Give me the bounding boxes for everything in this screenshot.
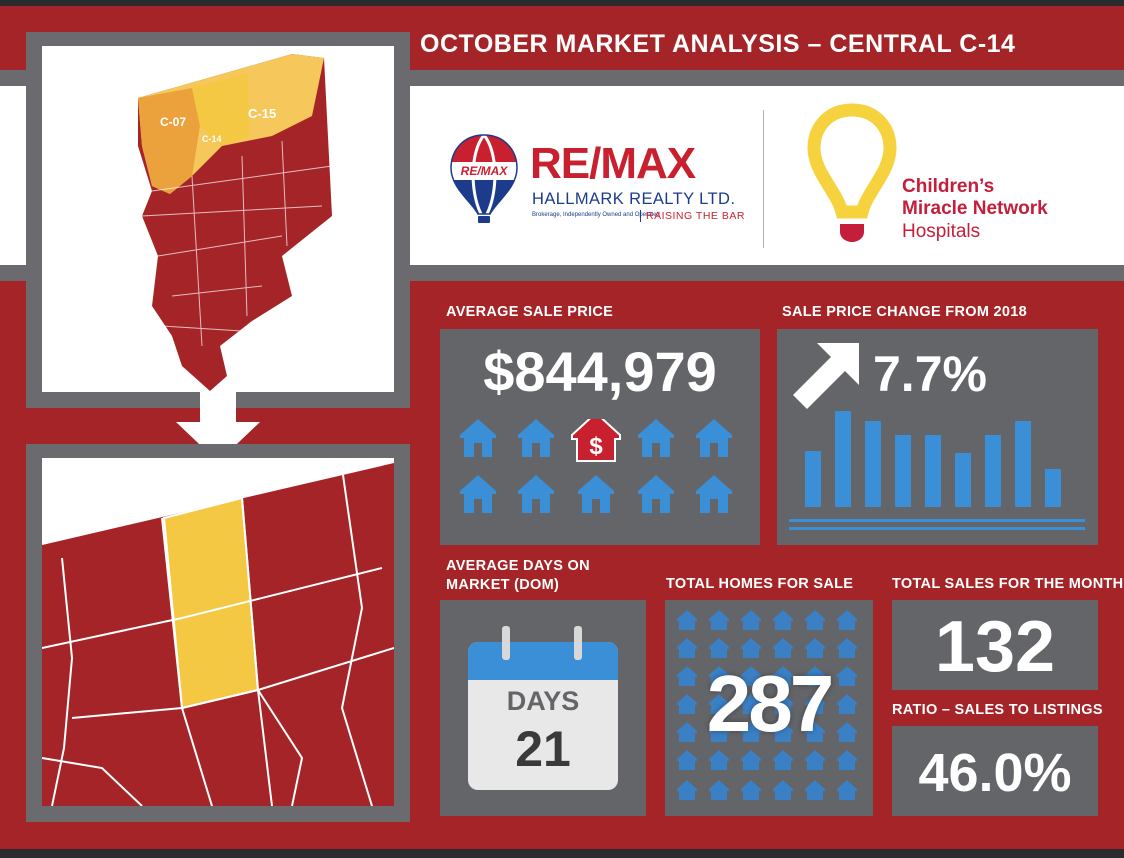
dollar-house-icon: $ — [571, 419, 621, 462]
house-icon — [638, 419, 674, 457]
svg-text:$: $ — [589, 433, 603, 460]
avg-sale-price-value: $844,979 — [483, 340, 717, 403]
district-map: C-07 C-14 C-15 — [42, 46, 394, 392]
map-label-c14: C-14 — [202, 134, 222, 144]
homes-for-sale-value: 287 — [706, 659, 834, 748]
remax-fine-print: Brokerage, Independently Owned and Opera… — [532, 212, 660, 218]
remax-balloon-logo: RE/MAX — [450, 134, 518, 223]
ratio-value: 46.0% — [918, 743, 1072, 803]
dom-label-line1: AVERAGE DAYS ON — [446, 558, 590, 574]
top-edge — [0, 0, 1124, 6]
cmn-line1: Children’s — [902, 176, 995, 197]
bottom-edge — [0, 849, 1124, 858]
house-icon — [460, 475, 496, 513]
zoomed-map-frame — [26, 444, 410, 822]
remax-company: HALLMARK REALTY LTD. — [532, 190, 736, 208]
page-title: OCTOBER MARKET ANALYSIS – CENTRAL C-14 — [420, 30, 1016, 58]
zoomed-map — [42, 458, 394, 806]
house-icon — [696, 419, 732, 457]
houses-icon-grid: $ — [460, 419, 732, 513]
map-label-c15: C-15 — [248, 106, 276, 121]
house-icon — [518, 475, 554, 513]
balloon-text: RE/MAX — [461, 164, 509, 178]
house-icon — [696, 475, 732, 513]
price-change-label: SALE PRICE CHANGE FROM 2018 — [782, 304, 1027, 320]
dom-label-line2: MARKET (DOM) — [446, 577, 560, 593]
house-icon — [460, 419, 496, 457]
bar-chart-icon — [789, 411, 1085, 530]
remax-tagline: RAISING THE BAR — [646, 210, 745, 222]
dom-value: 21 — [515, 721, 571, 777]
calendar-days-label: DAYS — [506, 686, 580, 716]
remax-tag-divider — [640, 210, 641, 222]
avg-sale-price-label: AVERAGE SALE PRICE — [446, 304, 614, 320]
ratio-label: RATIO – SALES TO LISTINGS — [892, 702, 1103, 718]
cmn-line3: Hospitals — [902, 221, 981, 242]
price-change-value: 7.7% — [873, 346, 987, 402]
remax-wordmark: RE/MAX — [530, 139, 696, 188]
price-change-panel: 7.7% — [777, 329, 1098, 545]
map-label-c07: C-07 — [160, 115, 186, 129]
logo-divider — [763, 110, 764, 248]
house-icon — [578, 475, 614, 513]
total-sales-value: 132 — [934, 607, 1056, 687]
homes-for-sale-label: TOTAL HOMES FOR SALE — [666, 576, 854, 592]
up-arrow-icon — [793, 343, 859, 409]
dom-label: AVERAGE DAYS ON MARKET (DOM) — [446, 557, 590, 595]
lightbulb-icon — [807, 103, 897, 242]
ratio-panel: 46.0% — [892, 726, 1098, 816]
down-arrow-icon — [176, 392, 260, 462]
cmn-line2: Miracle Network — [902, 198, 1048, 219]
total-sales-panel: 132 — [892, 600, 1098, 690]
homes-for-sale-panel: 287 — [665, 600, 873, 816]
remax-name: RE/MAX — [530, 139, 696, 188]
house-icon — [638, 475, 674, 513]
total-sales-label: TOTAL SALES FOR THE MONTH — [892, 576, 1124, 592]
dom-panel: DAYS 21 — [440, 600, 646, 816]
house-icon — [518, 419, 554, 457]
district-map-frame: C-07 C-14 C-15 — [26, 32, 410, 408]
avg-sale-price-panel: $844,979 $ — [440, 329, 760, 545]
calendar-icon — [468, 626, 618, 790]
